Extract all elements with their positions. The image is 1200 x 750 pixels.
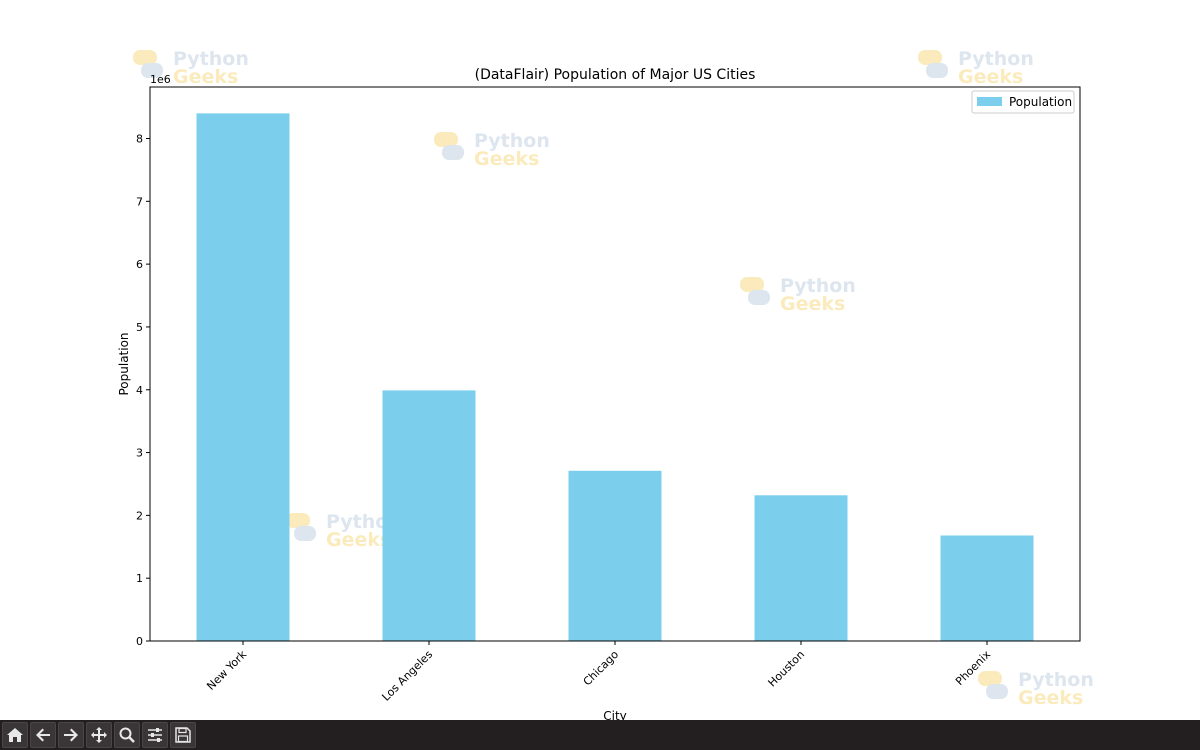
watermark-shape-bottom [294, 526, 316, 541]
watermark-text-line1: Python [474, 130, 550, 152]
watermark-text-line1: Python [958, 48, 1034, 70]
watermark-shape-top [286, 513, 310, 528]
x-tick-label: New York [204, 647, 249, 692]
watermark-text-line2: Geeks [780, 293, 845, 315]
legend-box [971, 90, 1075, 114]
x-axis-label: City [603, 709, 627, 720]
y-tick-label: 1 [136, 572, 143, 585]
x-tick-label: Chicago [581, 648, 622, 689]
watermark-text-line1: Python [1018, 669, 1094, 691]
watermark-text-line1: Python [780, 275, 856, 297]
zoom-button[interactable] [114, 722, 140, 748]
watermark-shape-bottom [442, 145, 464, 160]
y-tick-label: 2 [136, 509, 143, 522]
plot-frame [149, 86, 1081, 642]
chart-title: (DataFlair) Population of Major US Citie… [475, 67, 756, 83]
y-tick-label: 5 [136, 321, 143, 334]
bar-los-angeles [382, 390, 476, 641]
legend: Population [971, 90, 1075, 114]
home-icon [7, 728, 23, 742]
watermark-shape-bottom [748, 290, 770, 305]
watermark-text-line2: Geeks [1018, 687, 1083, 709]
legend-label: Population [1009, 95, 1072, 109]
pan-icon [91, 727, 107, 743]
watermark-shape-bottom [141, 63, 163, 78]
y-tick-label: 6 [136, 258, 143, 271]
bar-houston [754, 495, 848, 641]
bar-new-york [196, 113, 290, 641]
x-tick-label: Los Angeles [379, 648, 435, 704]
y-tick-label: 8 [136, 133, 143, 146]
save-icon [175, 727, 191, 743]
zoom-icon [119, 727, 135, 743]
back-button[interactable] [30, 722, 56, 748]
watermark-text-line2: Geeks [173, 66, 238, 88]
bars [196, 113, 1034, 641]
y-tick-label: 4 [136, 384, 143, 397]
x-tick-label: Houston [766, 648, 808, 690]
watermark-text-line2: Geeks [326, 529, 391, 551]
watermark-shape-top [918, 50, 942, 65]
y-offset-label: 1e6 [150, 73, 171, 86]
figure: PythonGeeksPythonGeeksPythonGeeksPythonG… [117, 48, 1094, 720]
bar-chicago [568, 470, 662, 641]
forward-button[interactable] [58, 722, 84, 748]
watermark-shape-top [434, 132, 458, 147]
bar-phoenix [940, 535, 1034, 641]
x-axis: New York Los Angeles Chicago Houston Phoenix [204, 641, 993, 704]
back-arrow-icon [36, 728, 50, 742]
watermark-text-line2: Geeks [474, 148, 539, 170]
navigation-toolbar [0, 720, 1200, 750]
legend-swatch [977, 97, 1002, 106]
y-axis-label: Population [117, 332, 131, 395]
watermark-shape-top [978, 671, 1002, 686]
watermark-shape-bottom [926, 63, 948, 78]
y-tick-label: 0 [136, 635, 143, 648]
watermark-shape-top [133, 50, 157, 65]
watermark-text-line2: Geeks [958, 66, 1023, 88]
forward-arrow-icon [64, 728, 78, 742]
y-tick-label: 3 [136, 447, 143, 460]
configure-subplots-button[interactable] [142, 722, 168, 748]
watermark-shape-bottom [986, 684, 1008, 699]
watermark-shape-top [740, 277, 764, 292]
pan-button[interactable] [86, 722, 112, 748]
home-button[interactable] [2, 722, 28, 748]
save-button[interactable] [170, 722, 196, 748]
watermark-text-line1: Python [173, 48, 249, 70]
y-tick-label: 7 [136, 195, 143, 208]
watermarks: PythonGeeksPythonGeeksPythonGeeksPythonG… [133, 48, 1094, 709]
y-axis: 0 1 2 3 4 5 6 7 8 [136, 133, 150, 648]
configure-subplots-icon [148, 728, 162, 742]
